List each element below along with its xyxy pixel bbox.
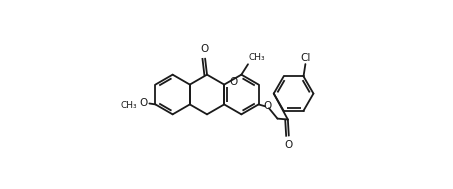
Text: CH₃: CH₃ [249, 53, 265, 62]
Text: CH₃: CH₃ [120, 101, 137, 110]
Text: O: O [263, 101, 271, 111]
Text: Cl: Cl [300, 53, 311, 63]
Text: O: O [139, 98, 147, 108]
Text: O: O [229, 77, 237, 87]
Text: O: O [200, 44, 208, 54]
Text: O: O [284, 140, 293, 150]
